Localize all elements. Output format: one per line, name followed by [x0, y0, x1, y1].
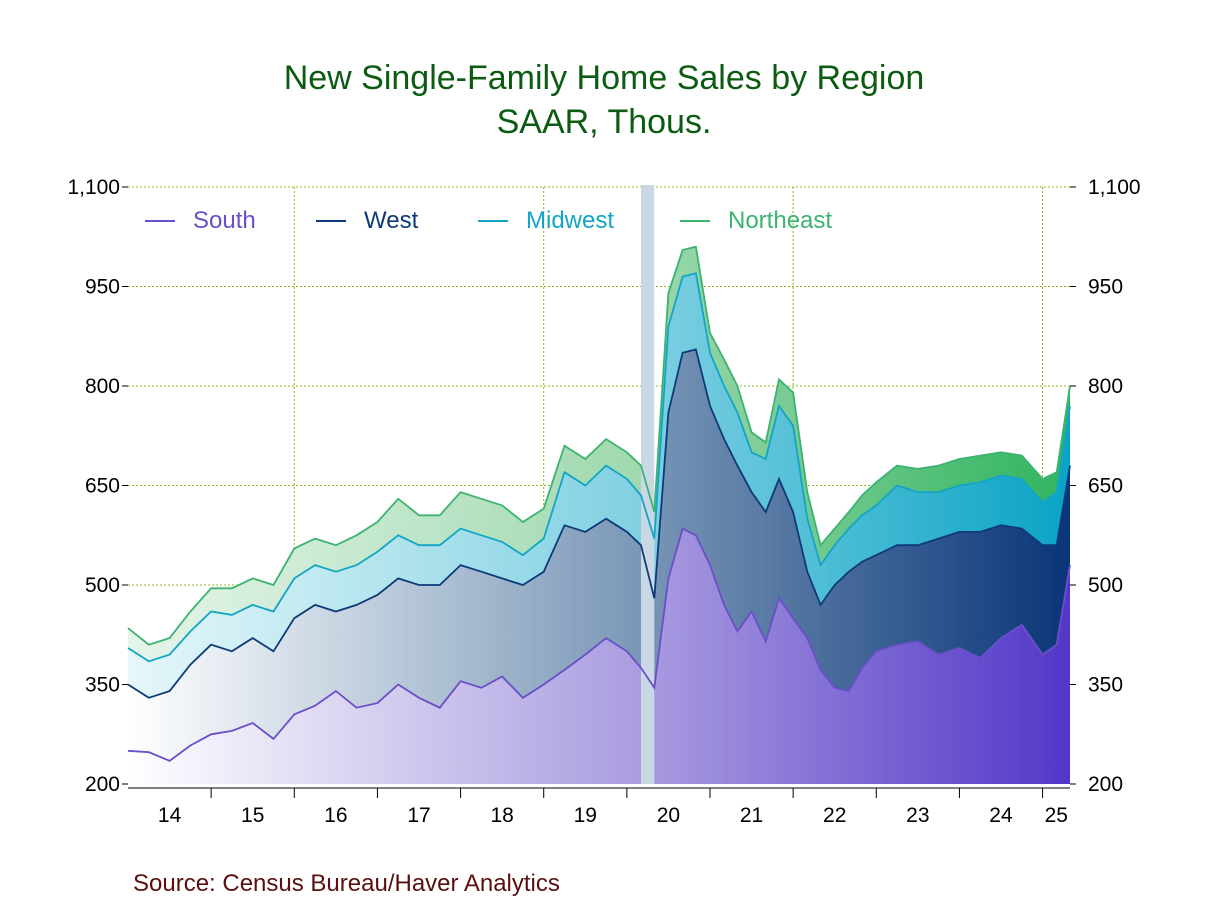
series-lines: [127, 245, 1071, 762]
axes: 1,100 1,100 950 950 800 800 650 650 500 500 350 350…: [67, 176, 1140, 827]
west-line: [127, 348, 1071, 699]
x-tick-label: 19: [574, 804, 597, 827]
y-tick-label-left: 800: [85, 375, 120, 398]
title-line-1: New Single-Family Home Sales by Region: [283, 59, 925, 97]
legend-label-northeast: Northeast: [728, 207, 832, 234]
midwest-line: [127, 272, 1071, 663]
legend-label-midwest: Midwest: [526, 207, 614, 234]
chart-title: New Single-Family Home Sales by Region S…: [0, 56, 1208, 144]
y-tick-label-right: 500: [1088, 574, 1123, 597]
y-tick-label-left: 950: [85, 276, 120, 299]
title-line-2: SAAR, Thous.: [496, 103, 712, 141]
y-tick-label-right: 200: [1088, 773, 1123, 796]
y-tick-label-right: 950: [1088, 276, 1123, 299]
legend-label-south: South: [193, 207, 256, 234]
x-tick-label: 18: [490, 804, 513, 827]
recession-shading: [640, 185, 655, 784]
x-tick-label: 25: [1045, 804, 1068, 827]
northeast-line: [127, 245, 1071, 646]
y-tick-label-right: 1,100: [1088, 176, 1141, 199]
y-tick-label-right: 650: [1088, 475, 1123, 498]
south-line: [127, 527, 1071, 762]
x-tick-label: 22: [823, 804, 846, 827]
x-tick-label: 23: [906, 804, 929, 827]
x-tick-label: 15: [241, 804, 264, 827]
stacked-areas: [128, 246, 1070, 784]
x-tick-label: 24: [989, 804, 1013, 827]
y-tick-label-right: 350: [1088, 674, 1123, 697]
x-tick-label: 14: [158, 804, 182, 827]
y-tick-label-left: 200: [85, 773, 120, 796]
y-tick-label-left: 1,100: [67, 176, 120, 199]
legend: South West Midwest Northeast: [145, 207, 832, 234]
y-tick-label-left: 350: [85, 674, 120, 697]
x-tick-label: 21: [740, 804, 763, 827]
x-tick-label: 16: [324, 804, 347, 827]
y-tick-label-left: 500: [85, 574, 120, 597]
source-note: Source: Census Bureau/Haver Analytics: [133, 870, 560, 897]
legend-label-west: West: [364, 207, 419, 234]
x-tick-label: 17: [407, 804, 430, 827]
x-tick-label: 20: [657, 804, 680, 827]
y-tick-label-left: 650: [85, 475, 120, 498]
west-area: [128, 349, 1070, 784]
y-tick-label-right: 800: [1088, 375, 1123, 398]
south-area: [128, 528, 1070, 784]
